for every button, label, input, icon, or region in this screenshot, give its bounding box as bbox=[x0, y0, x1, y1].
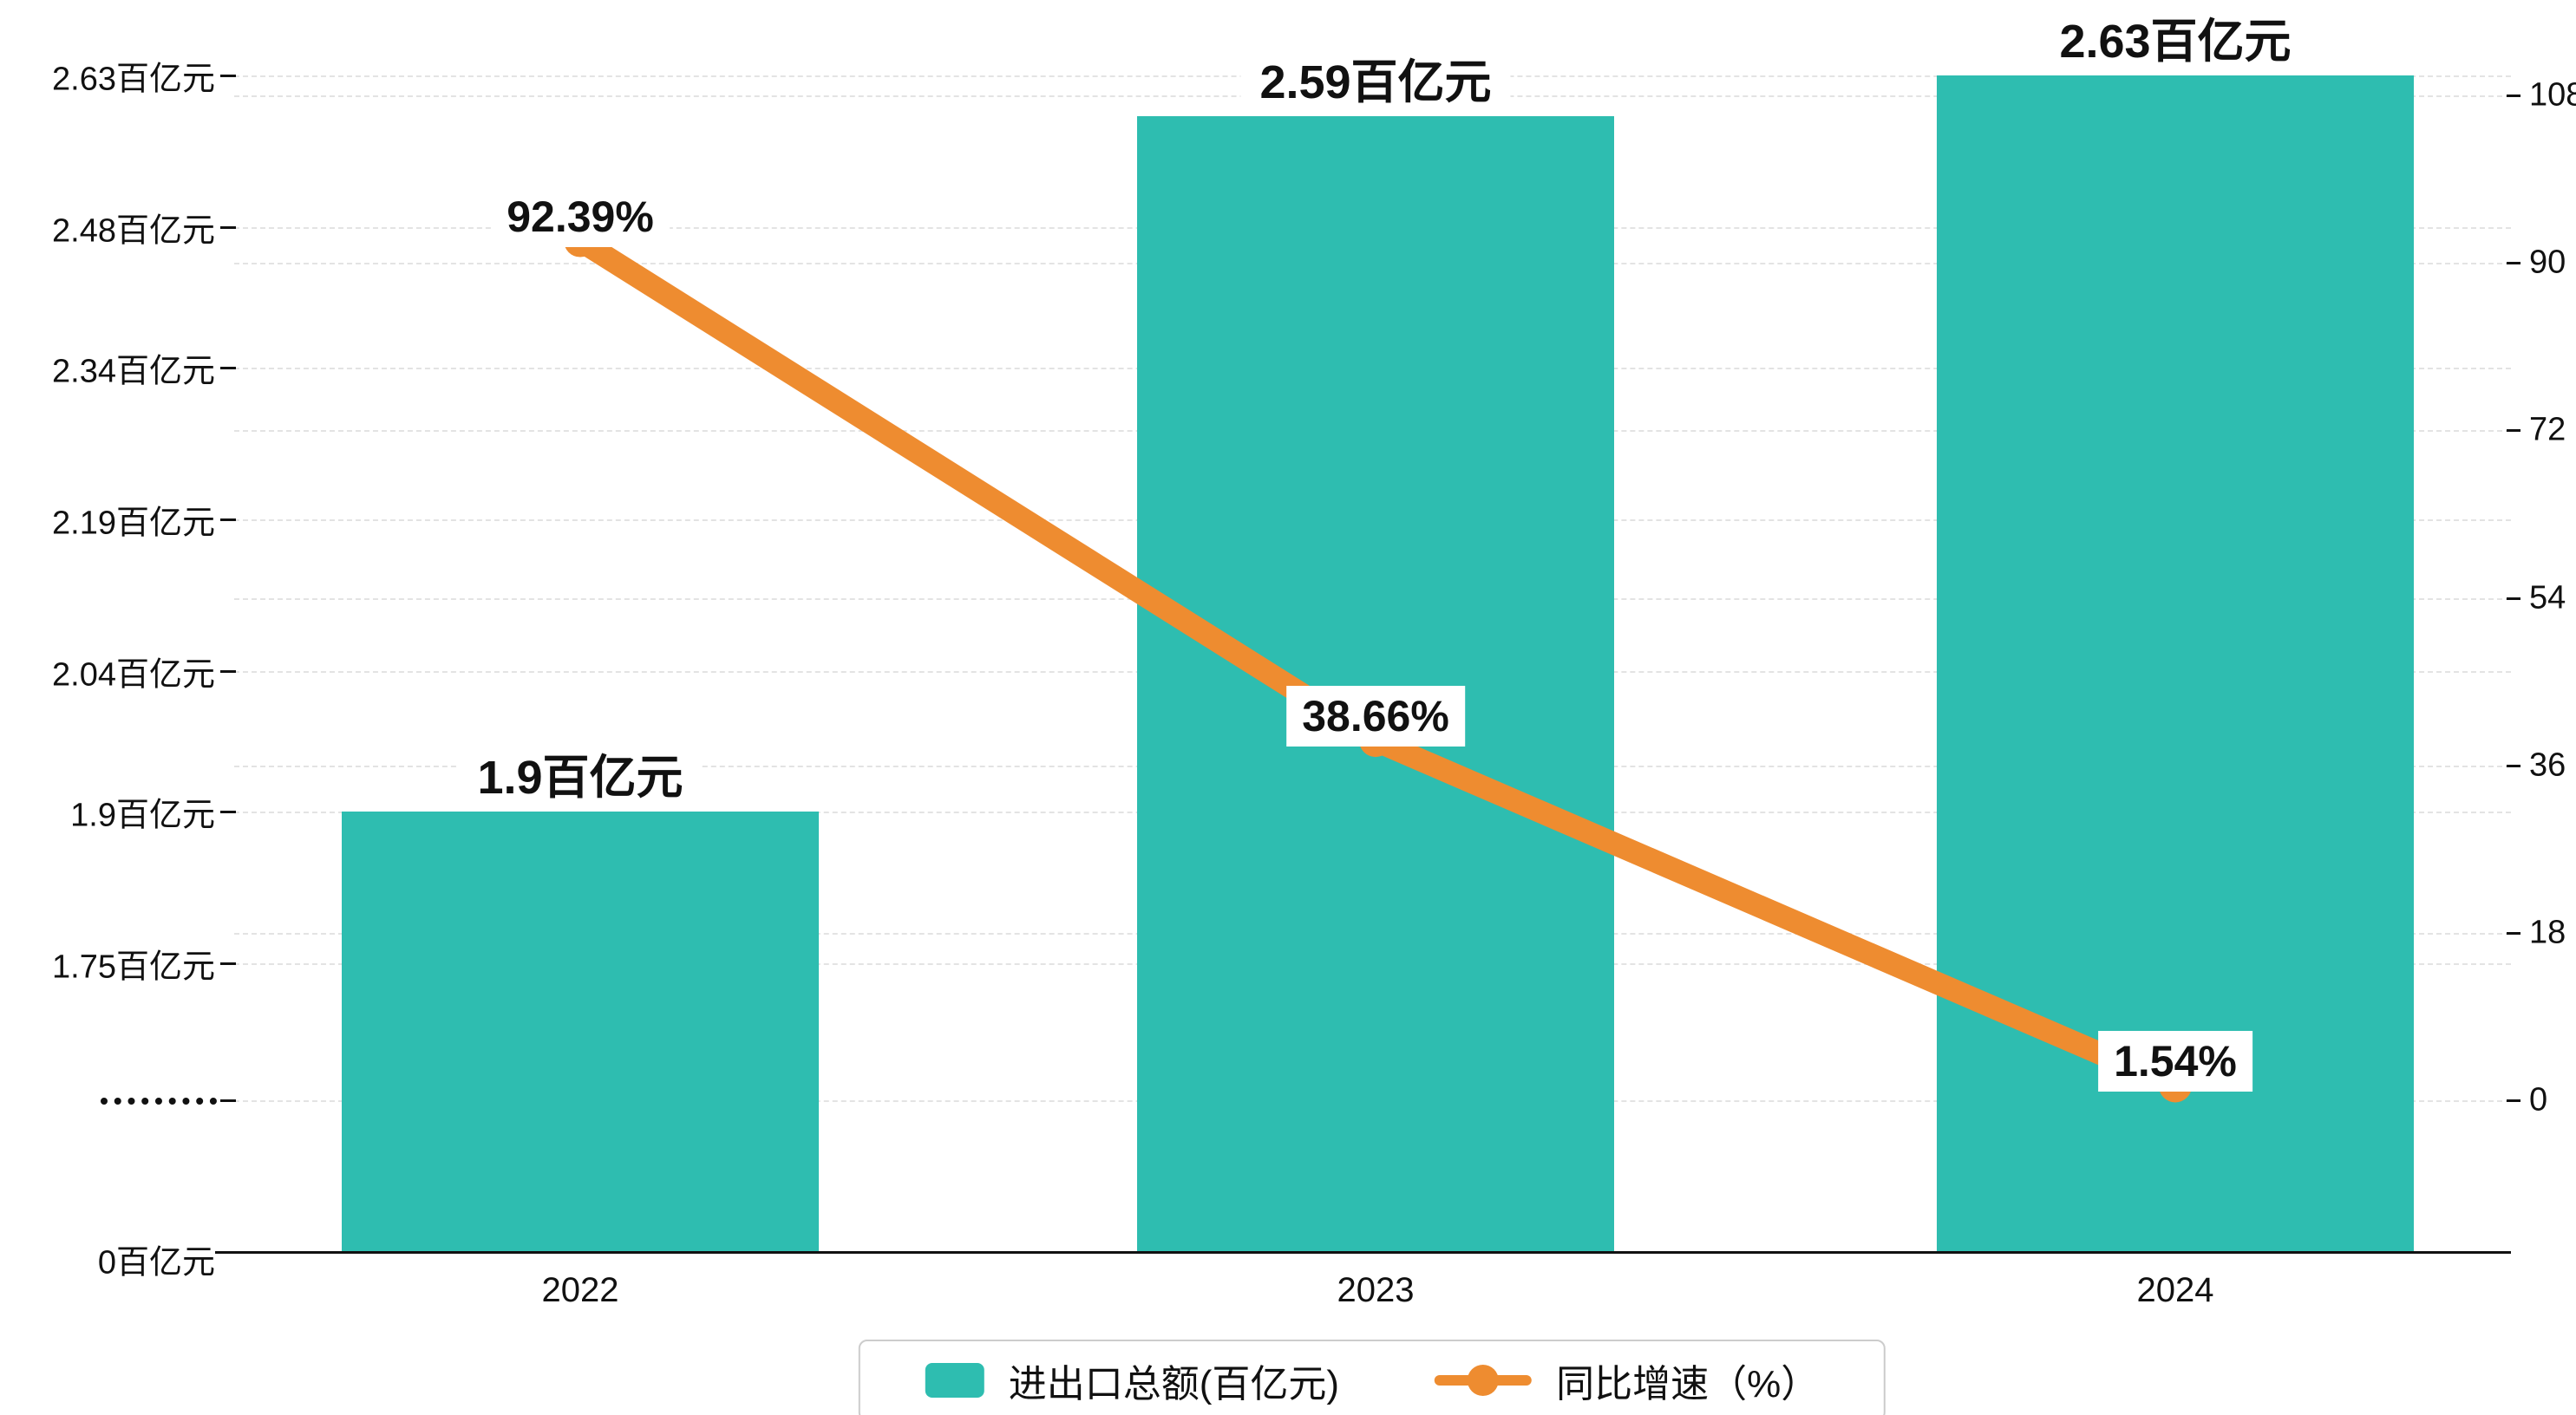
left-axis-tick bbox=[220, 811, 236, 813]
x-axis-label: 2022 bbox=[541, 1271, 619, 1309]
right-axis-tick bbox=[2507, 765, 2520, 767]
right-axis-tick-label: 90 bbox=[2529, 244, 2566, 281]
left-axis-tick bbox=[220, 962, 236, 965]
bar-series-label: 进出口总额(百亿元) bbox=[1008, 1363, 1340, 1405]
left-axis-tick-label: 2.04百亿元 bbox=[52, 656, 215, 694]
right-axis-tick-label: 36 bbox=[2529, 747, 2566, 784]
right-axis-tick bbox=[2507, 597, 2520, 600]
legend: 进出口总额(百亿元) 同比增速（%） bbox=[858, 1340, 1886, 1415]
right-axis-tick bbox=[2507, 932, 2520, 935]
left-axis-tick bbox=[220, 670, 236, 673]
right-axis-tick bbox=[2507, 262, 2520, 264]
bar-value-label: 2.59百亿元 bbox=[1240, 52, 1511, 114]
right-axis-tick-label: 18 bbox=[2529, 914, 2566, 951]
line-point-label: 38.66% bbox=[1286, 686, 1465, 747]
left-axis-tick-label: 2.34百亿元 bbox=[52, 353, 215, 390]
left-axis-tick-label: 2.48百亿元 bbox=[52, 212, 215, 250]
left-axis-break-marker bbox=[101, 1098, 217, 1105]
left-axis-tick bbox=[220, 226, 236, 229]
left-axis-tick bbox=[220, 1099, 236, 1102]
left-axis-tick-label: 2.19百亿元 bbox=[52, 505, 215, 542]
line-point-label: 1.54% bbox=[2098, 1031, 2252, 1092]
right-axis-tick-label: 72 bbox=[2529, 411, 2566, 448]
legend-item-line-series[interactable]: 同比增速（%） bbox=[1435, 1353, 1819, 1408]
left-axis-tick-label: 1.75百亿元 bbox=[52, 949, 215, 986]
x-axis-label: 2024 bbox=[2136, 1271, 2214, 1309]
legend-item-bar-series[interactable]: 进出口总额(百亿元) bbox=[925, 1353, 1339, 1408]
right-axis-tick bbox=[2507, 429, 2520, 432]
right-axis-tick-label: 0 bbox=[2529, 1081, 2548, 1118]
bar-value-label: 2.63百亿元 bbox=[2040, 11, 2311, 74]
right-axis-tick-label: 54 bbox=[2529, 579, 2566, 616]
right-axis-tick bbox=[2507, 95, 2520, 97]
right-axis-tick bbox=[2507, 1099, 2520, 1102]
right-axis-tick-label: 108 bbox=[2529, 76, 2576, 114]
line-point-label: 92.39% bbox=[491, 186, 670, 247]
x-axis-label: 2023 bbox=[1337, 1271, 1415, 1309]
left-axis-zero-label: 0百亿元 bbox=[97, 1244, 215, 1281]
line-series-marker-icon bbox=[1435, 1365, 1533, 1396]
x-axis-line bbox=[215, 1251, 2511, 1254]
left-axis-tick bbox=[220, 367, 236, 369]
left-axis-tick-label: 1.9百亿元 bbox=[70, 797, 215, 834]
bar-2022 bbox=[342, 812, 819, 1251]
left-axis-tick bbox=[220, 75, 236, 77]
left-axis-tick bbox=[220, 518, 236, 521]
bar-2023 bbox=[1137, 116, 1614, 1251]
line-series-label: 同比增速（%） bbox=[1556, 1363, 1820, 1405]
line-series-dot-icon bbox=[1468, 1365, 1500, 1396]
left-axis-tick-label: 2.63百亿元 bbox=[52, 61, 215, 98]
bar-value-label: 1.9百亿元 bbox=[458, 747, 703, 810]
bar-series-swatch-icon bbox=[925, 1363, 984, 1398]
